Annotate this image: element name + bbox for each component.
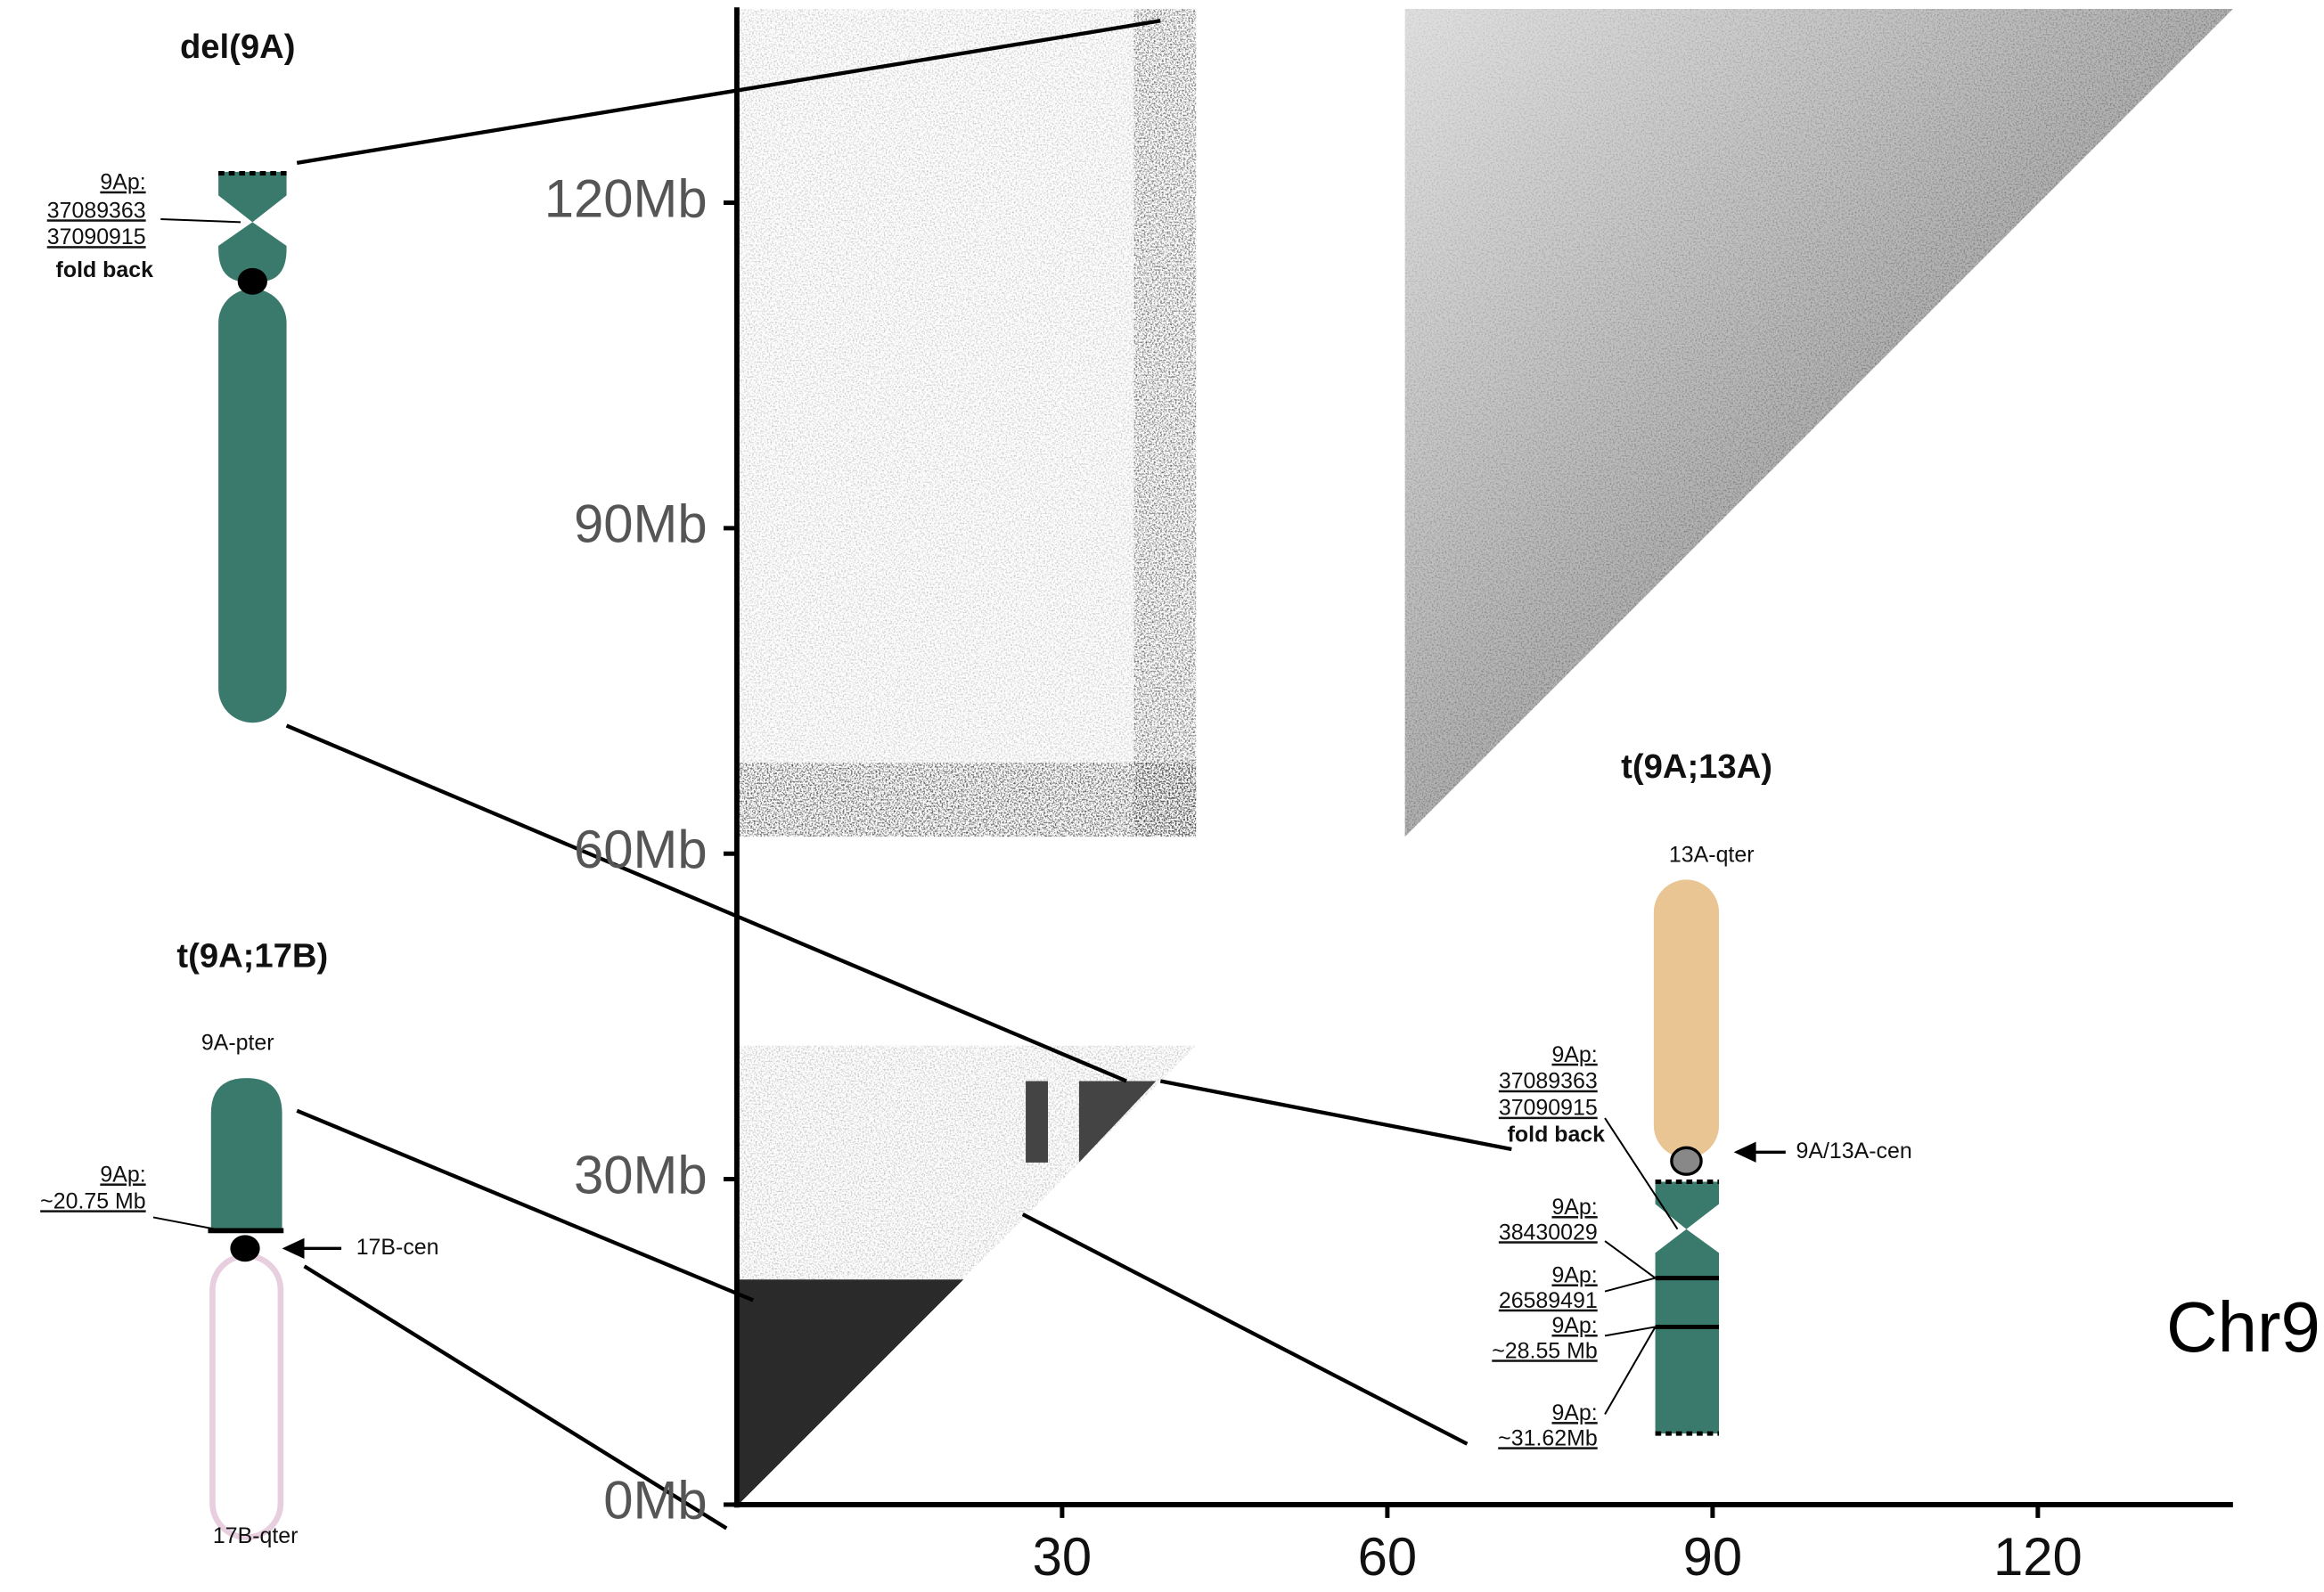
title: t(9A;17B) [176,937,328,976]
breakpoint: 9Ap: [1551,1195,1597,1220]
hic-triangle [1404,8,2233,837]
arrow-head [1733,1141,1756,1163]
x-tick-label: 30 [1033,1527,1092,1587]
breakpoint: 26589491 [1499,1288,1598,1313]
chromosome [1653,879,1720,1158]
zoom-line [1021,1212,1469,1446]
hic-block [738,763,1197,837]
centromere [230,1235,260,1262]
x-tick-label: 60 [1358,1527,1418,1587]
breakpoint: 9Ap: [1551,1313,1597,1338]
chromosome [210,1078,282,1229]
hic-block [738,1279,964,1505]
y-tick-label: 0Mb [603,1471,707,1531]
leader [152,1216,216,1230]
zoom-line [1159,1079,1512,1152]
label: 17B-cen [356,1235,439,1260]
note: fold back [56,257,154,282]
breakpoint: 9Ap: [1551,1400,1597,1425]
zoom-lines [285,19,1512,1531]
title: del(9A) [180,28,296,66]
leader [1604,1326,1657,1416]
chromosome-outline [209,1253,284,1540]
hic-maps [738,8,2233,1505]
breakpoint: 9Ap: [1551,1263,1597,1288]
breakpoint: 38430029 [1499,1220,1598,1245]
breakpoint: 37090915 [1499,1096,1598,1121]
y-tick-label: 60Mb [574,820,708,879]
breakpoint: ~20.75 Mb [40,1188,145,1213]
centromere [1670,1146,1703,1176]
y-tick-label: 30Mb [574,1145,708,1204]
zoom-line [296,1108,755,1302]
label: 13A-qter [1669,842,1755,867]
breakpoint: ~31.62Mb [1498,1425,1598,1450]
leader [1604,1240,1657,1279]
axis-label: Chr9 [2166,1287,2320,1367]
leader [1604,1277,1656,1293]
chromosome [218,171,287,282]
breakpoint: 37090915 [47,225,146,249]
leader [1604,1326,1656,1337]
breakpoint: 9Ap: [100,170,145,195]
y-tick-label: 120Mb [544,168,708,228]
leader [160,218,241,224]
ticks: 30 60 90 120 0Mb 30Mb 60Mb 90Mb 120Mb [544,168,2083,1587]
centromere [237,267,267,295]
breakpoint: 9Ap: [1551,1042,1597,1067]
hic-block [1078,1081,1157,1163]
y-tick-label: 90Mb [574,494,708,554]
chromosome [218,289,287,723]
hic-block [1026,1081,1049,1163]
label: 9A-pter [201,1031,274,1056]
x-tick-label: 90 [1683,1527,1743,1587]
t9A13A: t(9A;13A) 13A-qter 9A/13A-cen 9Ap: 37089… [1492,747,1911,1451]
zoom-line [285,723,1127,1083]
t9A17B: t(9A;17B) 9A-pter 9Ap: ~20.75 Mb 17B-cen… [40,937,438,1548]
zoom-line [303,1264,728,1531]
arrow-head [282,1237,305,1259]
note: fold back [1508,1123,1606,1147]
breakpoint: ~28.55 Mb [1492,1338,1597,1363]
breakpoint: 9Ap: [100,1162,145,1187]
zoom-line [296,19,1161,165]
label: 17B-qter [213,1523,299,1548]
del9A: del(9A) 9Ap: 37089363 37090915 fold back [47,28,296,723]
label: 9A/13A-cen [1796,1139,1911,1163]
breakpoint: 37089363 [47,198,146,223]
title: t(9A;13A) [1621,747,1772,786]
hic-block [1133,8,1197,837]
hic-block [738,8,1197,837]
breakpoint: 37089363 [1499,1069,1598,1094]
chromosome [1655,1181,1720,1434]
x-tick-label: 120 [1993,1527,2083,1587]
leader [1604,1117,1679,1230]
